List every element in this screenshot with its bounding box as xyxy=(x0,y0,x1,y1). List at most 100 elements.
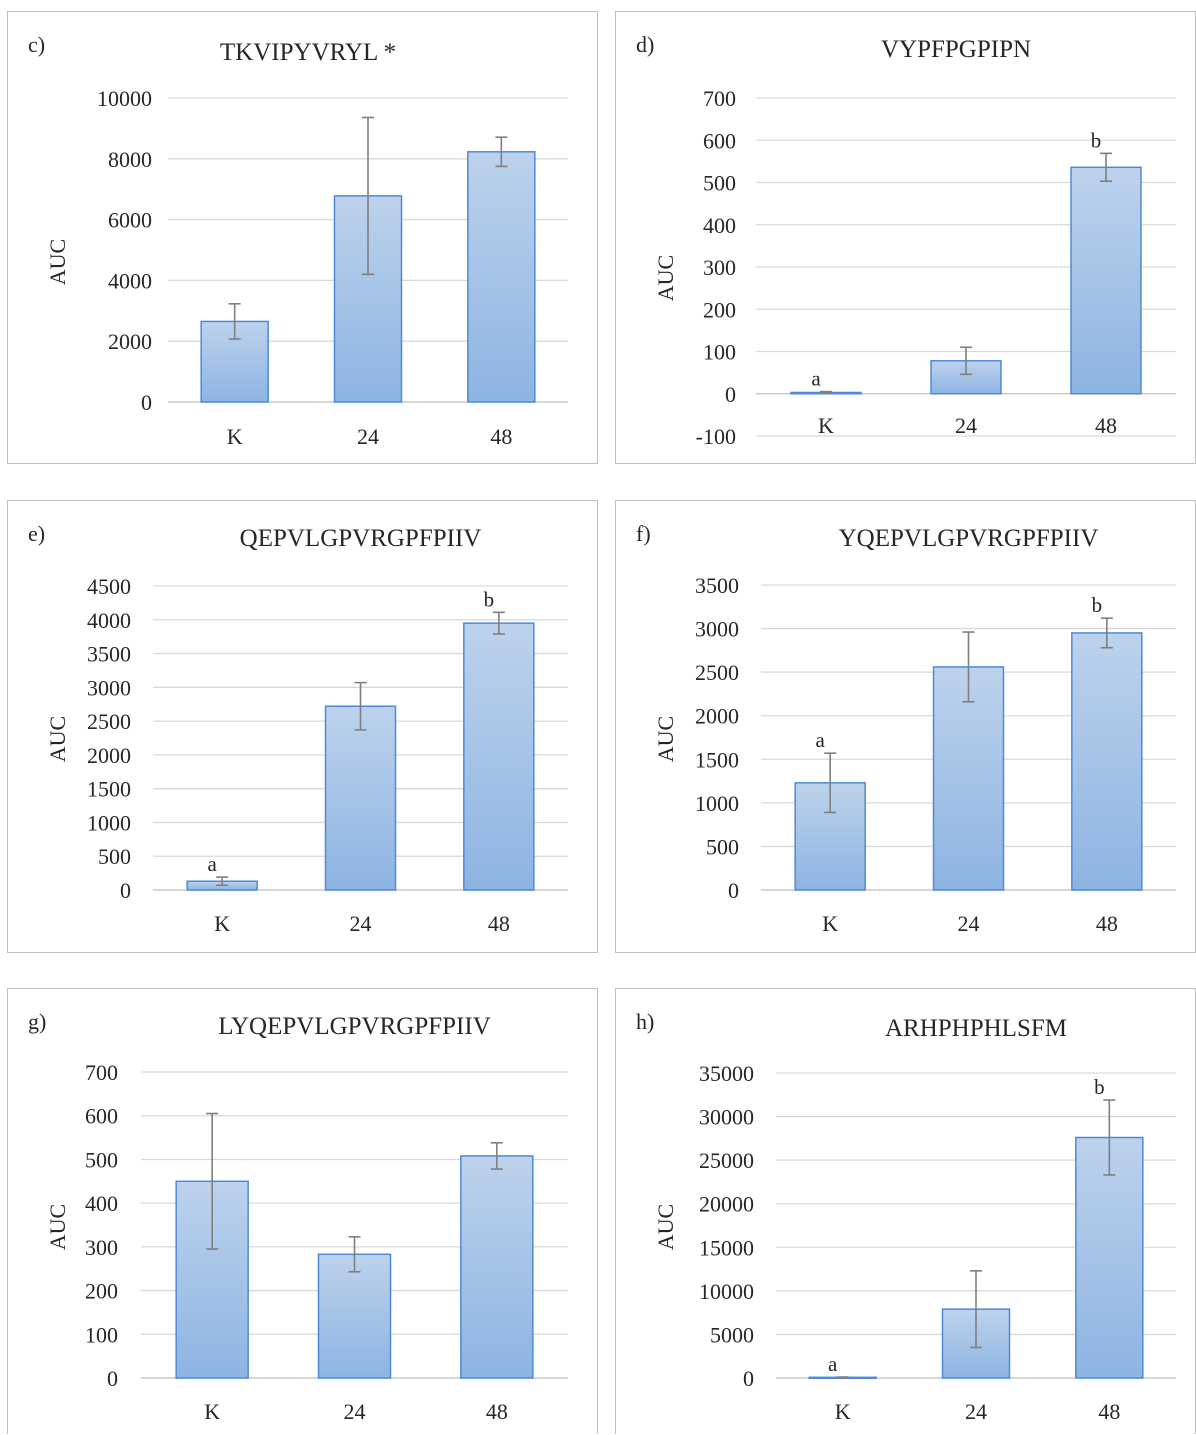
y-axis-label: AUC xyxy=(653,1204,678,1250)
chart-panel-d: d) VYPFPGPIPN AUC -100 0 100 200 300 400 500 600 70… xyxy=(615,11,1196,464)
chart-svg: c) TKVIPYVRYL * AUC 0 2000 4000 6000 8000 10000 K… xyxy=(28,32,568,449)
error-bar-24 xyxy=(354,681,367,731)
y-tick-label: 4500 xyxy=(87,574,131,599)
error-bar-48 xyxy=(1103,1099,1116,1176)
chart-panel-h: h) ARHPHPHLSFM AUC 0 5000 10000 15000 20000 2500… xyxy=(615,988,1196,1434)
y-tick-label: 35000 xyxy=(699,1061,754,1086)
error-bar-24 xyxy=(362,116,374,276)
y-tick-label: 400 xyxy=(85,1191,118,1216)
y-tick-label: 500 xyxy=(85,1147,118,1172)
error-bar-48 xyxy=(1100,617,1113,649)
panel-label: d) xyxy=(636,32,654,57)
bar-48 xyxy=(467,151,536,403)
significance-label-48: b xyxy=(1094,1075,1105,1099)
chart-panel-e: e) QEPVLGPVRGPFPIIV AUC 0 500 1000 1500 2000 250… xyxy=(7,500,598,953)
y-tick-label: 6000 xyxy=(108,208,152,233)
y-tick-label: 3000 xyxy=(87,675,131,700)
y-tick-label: 100 xyxy=(703,340,736,365)
y-tick-label: 400 xyxy=(703,213,736,238)
panel-label: g) xyxy=(28,1009,46,1034)
y-tick-label: 0 xyxy=(743,1366,754,1391)
y-tick-label: 700 xyxy=(85,1060,118,1085)
y-tick-label: 500 xyxy=(703,171,736,196)
error-bar-K xyxy=(228,303,241,340)
error-bar-K xyxy=(216,876,229,887)
error-bar-K xyxy=(824,752,837,814)
error-bar-24 xyxy=(960,346,972,376)
significance-label-48: b xyxy=(484,587,495,611)
bar-24 xyxy=(317,1253,392,1379)
panel-label: h) xyxy=(636,1009,654,1034)
y-tick-label: 0 xyxy=(120,878,131,903)
x-tick-label: K xyxy=(204,1399,220,1424)
y-axis-label: AUC xyxy=(45,1204,70,1250)
y-tick-label: 0 xyxy=(728,878,739,903)
chart-svg: f) YQEPVLGPVRGPFPIIV AUC 0 500 1000 1500 2000 25… xyxy=(636,521,1176,936)
error-bar-48 xyxy=(1100,152,1112,183)
bar-24 xyxy=(930,360,1002,395)
significance-label-48: b xyxy=(1092,593,1103,617)
panel-label: e) xyxy=(28,521,45,546)
y-tick-label: 10000 xyxy=(699,1279,754,1304)
y-tick-label: 3000 xyxy=(695,617,739,642)
bar-48 xyxy=(460,1155,534,1379)
y-tick-label: 500 xyxy=(98,844,131,869)
x-tick-label: 48 xyxy=(1095,413,1117,438)
y-tick-label: 5000 xyxy=(710,1322,754,1347)
chart-title: VYPFPGPIPN xyxy=(881,36,1031,63)
x-tick-label: 24 xyxy=(955,413,977,438)
significance-label-K: a xyxy=(208,852,218,876)
x-tick-label: 24 xyxy=(344,1399,366,1424)
y-tick-label: 1500 xyxy=(87,777,131,802)
bar-48 xyxy=(1070,166,1142,395)
bar-48 xyxy=(1071,632,1143,891)
chart-title: YQEPVLGPVRGPFPIIV xyxy=(839,525,1099,552)
x-tick-label: 48 xyxy=(488,911,510,936)
y-tick-label: 1000 xyxy=(87,810,131,835)
y-tick-label: 2500 xyxy=(695,660,739,685)
panel-label: f) xyxy=(636,521,651,546)
y-tick-label: 2500 xyxy=(87,709,131,734)
y-tick-label: 1000 xyxy=(695,791,739,816)
y-tick-label: 10000 xyxy=(97,86,152,111)
significance-label-K: a xyxy=(816,728,826,752)
chart-svg: g) LYQEPVLGPVRGPFPIIV AUC 0 100 200 300 400 500 6… xyxy=(28,1009,568,1424)
y-tick-label: 300 xyxy=(703,255,736,280)
y-axis-label: AUC xyxy=(653,255,678,301)
y-tick-label: 600 xyxy=(85,1104,118,1129)
error-bar-K xyxy=(820,390,832,395)
significance-label-K: a xyxy=(811,367,821,391)
y-tick-label: 200 xyxy=(703,297,736,322)
y-axis-label: AUC xyxy=(45,716,70,762)
x-tick-label: 24 xyxy=(350,911,372,936)
y-tick-label: 3500 xyxy=(695,573,739,598)
y-axis-label: AUC xyxy=(45,239,70,285)
y-tick-label: 200 xyxy=(85,1279,118,1304)
x-tick-label: 24 xyxy=(958,911,980,936)
x-tick-label: 24 xyxy=(965,1399,987,1424)
y-tick-label: 600 xyxy=(703,128,736,153)
chart-svg: h) ARHPHPHLSFM AUC 0 5000 10000 15000 20000 2500… xyxy=(636,1009,1176,1424)
y-tick-label: 100 xyxy=(85,1322,118,1347)
y-tick-label: -100 xyxy=(696,424,736,449)
y-tick-label: 4000 xyxy=(87,608,131,633)
error-bar-24 xyxy=(970,1270,982,1349)
y-tick-label: 2000 xyxy=(108,329,152,354)
chart-panel-g: g) LYQEPVLGPVRGPFPIIV AUC 0 100 200 300 400 500 6… xyxy=(7,988,598,1434)
y-tick-label: 0 xyxy=(141,390,152,415)
y-tick-label: 4000 xyxy=(108,268,152,293)
y-tick-label: 15000 xyxy=(699,1235,754,1260)
chart-title: QEPVLGPVRGPFPIIV xyxy=(240,525,482,552)
y-tick-label: 20000 xyxy=(699,1192,754,1217)
x-tick-label: K xyxy=(822,911,838,936)
x-tick-label: K xyxy=(214,911,230,936)
y-tick-label: 30000 xyxy=(699,1105,754,1130)
error-bar-24 xyxy=(962,631,975,703)
y-tick-label: 300 xyxy=(85,1235,118,1260)
x-tick-label: K xyxy=(227,424,243,449)
panel-label: c) xyxy=(28,32,45,57)
error-bar-48 xyxy=(495,136,508,168)
significance-label-48: b xyxy=(1091,128,1102,152)
x-tick-label: K xyxy=(818,413,834,438)
y-tick-label: 8000 xyxy=(108,147,152,172)
